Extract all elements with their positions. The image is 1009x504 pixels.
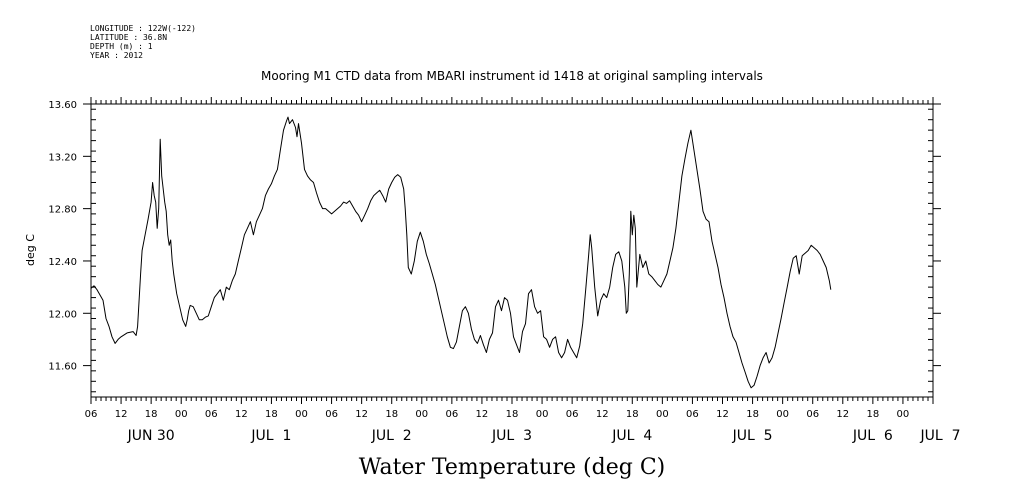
x-day-label: JUL 2: [371, 428, 412, 444]
x-tick-label: 12: [115, 409, 128, 420]
plot-border: [90, 103, 934, 398]
x-tick-label: 06: [686, 409, 699, 420]
x-day-label: JUL 6: [852, 428, 893, 444]
x-tick-label: 06: [325, 409, 338, 420]
x-day-label: JUL 1: [250, 428, 291, 444]
metadata-line: DEPTH (m) : 1: [90, 42, 153, 51]
x-day-label: JUN 30: [127, 428, 175, 444]
x-tick-label: 12: [476, 409, 489, 420]
x-tick-label: 00: [415, 409, 428, 420]
y-tick-label: 11.60: [48, 362, 77, 373]
x-tick-label: 12: [836, 409, 849, 420]
series-line-0: [90, 116, 832, 389]
y-tick-label: 12.80: [48, 205, 77, 216]
y-tick-label: 13.20: [48, 152, 77, 163]
x-tick-label: 06: [85, 409, 98, 420]
x-day-label: JUL 4: [611, 428, 652, 444]
x-tick-label: 00: [776, 409, 789, 420]
y-axis-label: deg C: [24, 234, 37, 266]
x-tick-label: 06: [445, 409, 458, 420]
metadata-block: LONGITUDE : 122W(-122)LATITUDE : 36.8NDE…: [90, 24, 196, 60]
x-tick-label: 06: [205, 409, 218, 420]
metadata-line: LATITUDE : 36.8N: [90, 33, 167, 42]
x-day-label: JUL 5: [732, 428, 773, 444]
series-group: [90, 116, 832, 389]
x-tick-label: 00: [295, 409, 308, 420]
x-axis-label: Water Temperature (deg C): [359, 455, 666, 480]
x-day-label: JUL 7: [920, 428, 961, 444]
y-tick-label: 13.60: [48, 100, 77, 111]
x-tick-label: 12: [716, 409, 729, 420]
x-tick-label: 18: [145, 409, 158, 420]
y-axis: 11.60 12.00 12.40 12.80 13.20 13.60: [48, 100, 941, 393]
x-tick-label: 18: [506, 409, 519, 420]
metadata-line: YEAR : 2012: [90, 51, 143, 60]
plot-frame: [90, 103, 934, 398]
x-tick-label: 12: [235, 409, 248, 420]
x-axis: 06 12 18 00 06 12 18 00 06 12 18 00 06 12 18 00 06 12 18 00…: [85, 97, 961, 444]
x-tick-label: 06: [806, 409, 819, 420]
x-tick-label: 18: [385, 409, 398, 420]
x-day-label: JUL 3: [491, 428, 532, 444]
chart-title: Mooring M1 CTD data from MBARI instrumen…: [261, 69, 763, 83]
y-tick-label: 12.00: [48, 309, 77, 320]
y-tick-label: 12.40: [48, 257, 77, 268]
x-tick-label: 18: [265, 409, 278, 420]
x-tick-label: 00: [175, 409, 188, 420]
x-tick-label: 00: [536, 409, 549, 420]
x-tick-label: 00: [897, 409, 910, 420]
x-tick-label: 12: [596, 409, 609, 420]
x-tick-label: 18: [746, 409, 759, 420]
x-tick-label: 18: [866, 409, 879, 420]
x-tick-label: 12: [355, 409, 368, 420]
x-tick-label: 18: [626, 409, 639, 420]
x-tick-label: 06: [566, 409, 579, 420]
x-tick-label: 00: [656, 409, 669, 420]
metadata-line: LONGITUDE : 122W(-122): [90, 24, 196, 33]
